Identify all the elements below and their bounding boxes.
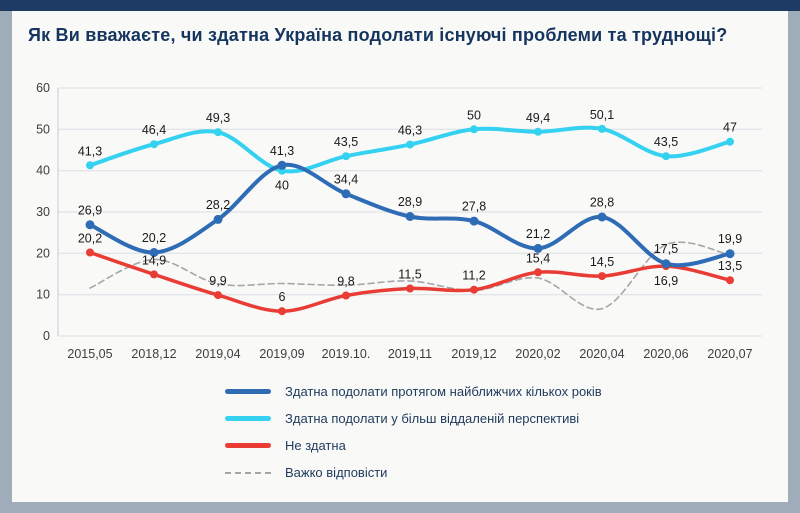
top-accent-bar — [0, 0, 800, 11]
legend-item-long-term: Здатна подолати у більш віддаленій персп… — [225, 405, 788, 432]
legend-item-near-term: Здатна подолати протягом найближчих кіль… — [225, 378, 788, 405]
series-labels-long-term: 41,3 46,4 49,3 40 43,5 46,3 50 49,4 50,1 43,5 47 — [78, 108, 737, 193]
svg-text:27,8: 27,8 — [462, 200, 486, 214]
svg-text:17,5: 17,5 — [654, 242, 678, 256]
svg-text:40: 40 — [275, 179, 289, 193]
svg-text:9,8: 9,8 — [337, 275, 354, 289]
series-labels-near-term: 26,9 20,2 28,2 41,3 34,4 28,9 27,8 21,2 28,8 17,5… — [78, 144, 742, 256]
svg-text:46,4: 46,4 — [142, 123, 166, 137]
svg-text:41,3: 41,3 — [78, 144, 102, 158]
svg-text:6: 6 — [279, 290, 286, 304]
svg-text:14,9: 14,9 — [142, 253, 166, 267]
svg-text:16,9: 16,9 — [654, 274, 678, 288]
svg-text:26,9: 26,9 — [78, 203, 102, 217]
svg-text:49,3: 49,3 — [206, 111, 230, 125]
gridlines — [58, 87, 762, 337]
svg-text:40: 40 — [36, 164, 50, 178]
series-line-hard-to-say — [89, 241, 731, 311]
svg-text:47: 47 — [723, 121, 737, 135]
svg-text:2019,09: 2019,09 — [259, 347, 304, 361]
svg-text:43,5: 43,5 — [654, 135, 678, 149]
svg-text:2020,02: 2020,02 — [515, 347, 560, 361]
svg-text:20,2: 20,2 — [142, 231, 166, 245]
svg-text:49,4: 49,4 — [526, 111, 550, 125]
svg-text:21,2: 21,2 — [526, 227, 550, 241]
svg-text:28,9: 28,9 — [398, 195, 422, 209]
legend-line-sample-not-able — [225, 443, 271, 448]
svg-text:0: 0 — [43, 329, 50, 343]
svg-text:10: 10 — [36, 288, 50, 302]
legend-label-long-term: Здатна подолати у більш віддаленій персп… — [285, 411, 580, 426]
legend: Здатна подолати протягом найближчих кіль… — [225, 378, 788, 486]
legend-item-not-able: Не здатна — [225, 432, 788, 459]
series-line-not-able — [88, 250, 732, 313]
svg-text:2015,05: 2015,05 — [67, 347, 112, 361]
svg-text:9,9: 9,9 — [209, 274, 226, 288]
legend-line-sample-near-term — [225, 389, 271, 394]
x-axis-labels: 2015,05 2018,12 2019,04 2019,09 2019.10. 2019… — [67, 347, 752, 361]
svg-text:2018,12: 2018,12 — [131, 347, 176, 361]
svg-text:2019,04: 2019,04 — [195, 347, 240, 361]
svg-text:60: 60 — [36, 81, 50, 95]
series-markers-not-able — [86, 248, 734, 316]
svg-text:14,5: 14,5 — [590, 255, 614, 269]
legend-label-hard-to-say: Важко відповісти — [285, 465, 388, 480]
svg-text:50: 50 — [467, 108, 481, 122]
legend-item-hard-to-say: Важко відповісти — [225, 459, 788, 486]
svg-text:15,4: 15,4 — [526, 251, 550, 265]
svg-text:2019.10.: 2019.10. — [322, 347, 371, 361]
svg-text:20: 20 — [36, 246, 50, 260]
legend-label-not-able: Не здатна — [285, 438, 346, 453]
svg-text:41,3: 41,3 — [270, 144, 294, 158]
svg-text:43,5: 43,5 — [334, 135, 358, 149]
svg-text:28,8: 28,8 — [590, 196, 614, 210]
svg-text:30: 30 — [36, 205, 50, 219]
legend-line-sample-long-term — [225, 416, 271, 421]
svg-text:11,2: 11,2 — [462, 269, 485, 283]
y-axis-labels: 0 10 20 30 40 50 60 — [36, 81, 50, 343]
series-markers-near-term — [85, 160, 735, 269]
svg-text:20,2: 20,2 — [78, 232, 102, 246]
svg-text:19,9: 19,9 — [718, 232, 742, 246]
svg-text:2019,11: 2019,11 — [388, 347, 432, 361]
svg-text:28,2: 28,2 — [206, 198, 230, 212]
line-chart: 0 10 20 30 40 50 60 2015,05 2018,12 2019,04 2019,0… — [36, 81, 762, 361]
legend-label-near-term: Здатна подолати протягом найближчих кіль… — [285, 384, 602, 399]
svg-text:2019,12: 2019,12 — [451, 347, 496, 361]
svg-text:46,3: 46,3 — [398, 124, 422, 138]
chart-card: Як Ви вважаєте, чи здатна Україна подола… — [12, 11, 788, 502]
svg-text:2020,04: 2020,04 — [579, 347, 624, 361]
svg-text:13,5: 13,5 — [718, 259, 742, 273]
series-labels-not-able: 20,2 14,9 9,9 6 9,8 11,5 11,2 15,4 14,5 16,9 13,5 — [78, 232, 742, 305]
legend-line-sample-hard-to-say — [225, 471, 271, 474]
chart-title: Як Ви вважаєте, чи здатна Україна подола… — [28, 25, 728, 45]
svg-text:2020,06: 2020,06 — [643, 347, 688, 361]
svg-text:50,1: 50,1 — [590, 108, 614, 122]
svg-text:50: 50 — [36, 122, 50, 136]
svg-text:11,5: 11,5 — [398, 268, 421, 282]
svg-text:2020,07: 2020,07 — [707, 347, 752, 361]
svg-text:34,4: 34,4 — [334, 172, 358, 186]
